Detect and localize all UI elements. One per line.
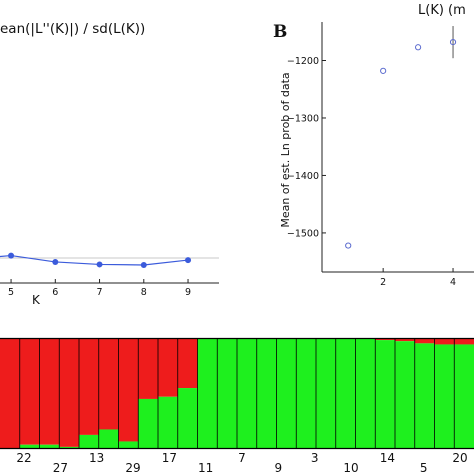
structure-bar-green-23 (454, 344, 474, 448)
lnprob-y-tick-label--1200: −1200 (287, 56, 319, 67)
structure-bar-green-18 (355, 339, 376, 448)
delta-k-x-tick-label-8: 8 (141, 287, 147, 298)
structure-bar-green-4 (79, 434, 99, 448)
structure-bar-red-20 (395, 339, 415, 342)
lnprob-y-tick-label--1500: −1500 (287, 228, 319, 239)
lnprob-x-tick-label-4: 4 (450, 277, 456, 288)
structure-group-labels: 22 27 13 29 17 11 7 9 3 10 14 5 20 (16, 451, 467, 474)
structure-bar-green-7 (138, 398, 158, 448)
structure-bar-green-9 (177, 388, 198, 448)
structure-bar-red-0 (0, 339, 20, 448)
lnprob-point-4 (449, 39, 457, 46)
structure-bar-green-17 (335, 339, 356, 448)
structure-group-label-27: 27 (53, 461, 68, 474)
lnprob-point-2 (380, 67, 387, 74)
structure-bar-green-6 (118, 441, 139, 448)
structure-bar-green-8 (158, 396, 178, 448)
structure-group-label-11: 11 (198, 461, 213, 474)
structure-bar-red-23 (454, 339, 474, 345)
structure-bar-red-19 (375, 339, 395, 341)
delta-k-series-line (0, 254, 189, 266)
structure-panel: 22 27 13 29 17 11 7 9 3 10 14 5 20 (0, 337, 474, 474)
delta-k-x-tick-label-7: 7 (97, 287, 103, 298)
lnprob-point-3 (414, 44, 422, 51)
structure-bar-green-15 (296, 339, 316, 448)
structure-bar-red-21 (414, 339, 435, 344)
delta-k-point-7 (96, 261, 103, 268)
structure-bar-red-1 (19, 339, 40, 445)
structure-bar-red-3 (59, 339, 79, 447)
structure-bar-green-11 (217, 339, 237, 448)
delta-k-x-tick-label-9: 9 (185, 287, 191, 298)
structure-bar-red-9 (177, 339, 198, 389)
structure-group-label-5: 5 (420, 461, 428, 474)
structure-bar-green-22 (434, 344, 455, 448)
delta-k-x-tick-label-6: 6 (52, 287, 58, 298)
structure-group-label-3: 3 (311, 451, 319, 465)
structure-group-label-10: 10 (343, 461, 358, 474)
structure-bar-green-3 (59, 446, 79, 448)
lnprob-title: L(K) (m (418, 3, 466, 18)
structure-bar-green-5 (98, 429, 119, 448)
lnprob-point-1 (345, 242, 352, 249)
structure-bar-red-22 (434, 339, 455, 345)
structure-group-label-17: 17 (162, 451, 177, 465)
structure-bar-green-21 (414, 343, 435, 448)
lnprob-y-tick-label--1400: −1400 (287, 171, 319, 182)
lnprob-y-tick-label--1300: −1300 (287, 113, 319, 124)
lnprob-x-tick-label-2: 2 (380, 277, 386, 288)
structure-group-label-22: 22 (16, 451, 31, 465)
structure-bar-green-1 (19, 444, 40, 448)
structure-group-label-20: 20 (452, 451, 467, 465)
structure-bar-red-8 (158, 339, 178, 397)
structure-bar-red-5 (98, 339, 119, 430)
structure-bar-green-2 (39, 444, 60, 448)
structure-group-label-9: 9 (275, 461, 283, 474)
structure-bar-green-20 (395, 341, 415, 448)
structure-bar-green-19 (375, 340, 395, 448)
delta-k-title: ean(|L''(K)|) / sd(L(K)) (0, 21, 145, 37)
lnprob-y-label: Mean of est. Ln prob of data (279, 72, 292, 227)
delta-k-x-label: K (32, 293, 41, 307)
structure-bars (0, 339, 474, 448)
structure-bar-red-2 (39, 339, 60, 445)
structure-group-label-29: 29 (125, 461, 140, 474)
structure-bar-green-13 (256, 339, 277, 448)
structure-group-label-14: 14 (380, 451, 395, 465)
delta-k-points (8, 252, 192, 268)
structure-bar-red-7 (138, 339, 158, 399)
panel-b-label: B (273, 22, 287, 42)
structure-bar-red-6 (118, 339, 139, 442)
delta-k-point-5 (8, 252, 15, 259)
structure-bar-green-10 (197, 339, 218, 448)
delta-k-x-tick-label-5: 5 (8, 287, 14, 298)
lnprob-y-ticks: −1200 −1300 −1400 −1500 (287, 56, 326, 239)
structure-bar-green-16 (316, 339, 336, 448)
lnprob-points (345, 26, 457, 249)
structure-bar-red-4 (79, 339, 99, 435)
structure-bar-green-14 (276, 339, 297, 448)
delta-k-panel: ean(|L''(K)|) / sd(L(K)) 5 6 7 8 9 K (0, 21, 219, 307)
structure-group-label-13: 13 (89, 451, 104, 465)
structure-bar-green-12 (237, 339, 257, 448)
delta-k-point-9 (185, 257, 192, 264)
delta-k-point-6 (52, 258, 59, 265)
delta-k-x-ticks: 5 6 7 8 9 (8, 279, 191, 298)
delta-k-point-8 (140, 261, 147, 268)
structure-group-label-7: 7 (238, 451, 246, 465)
